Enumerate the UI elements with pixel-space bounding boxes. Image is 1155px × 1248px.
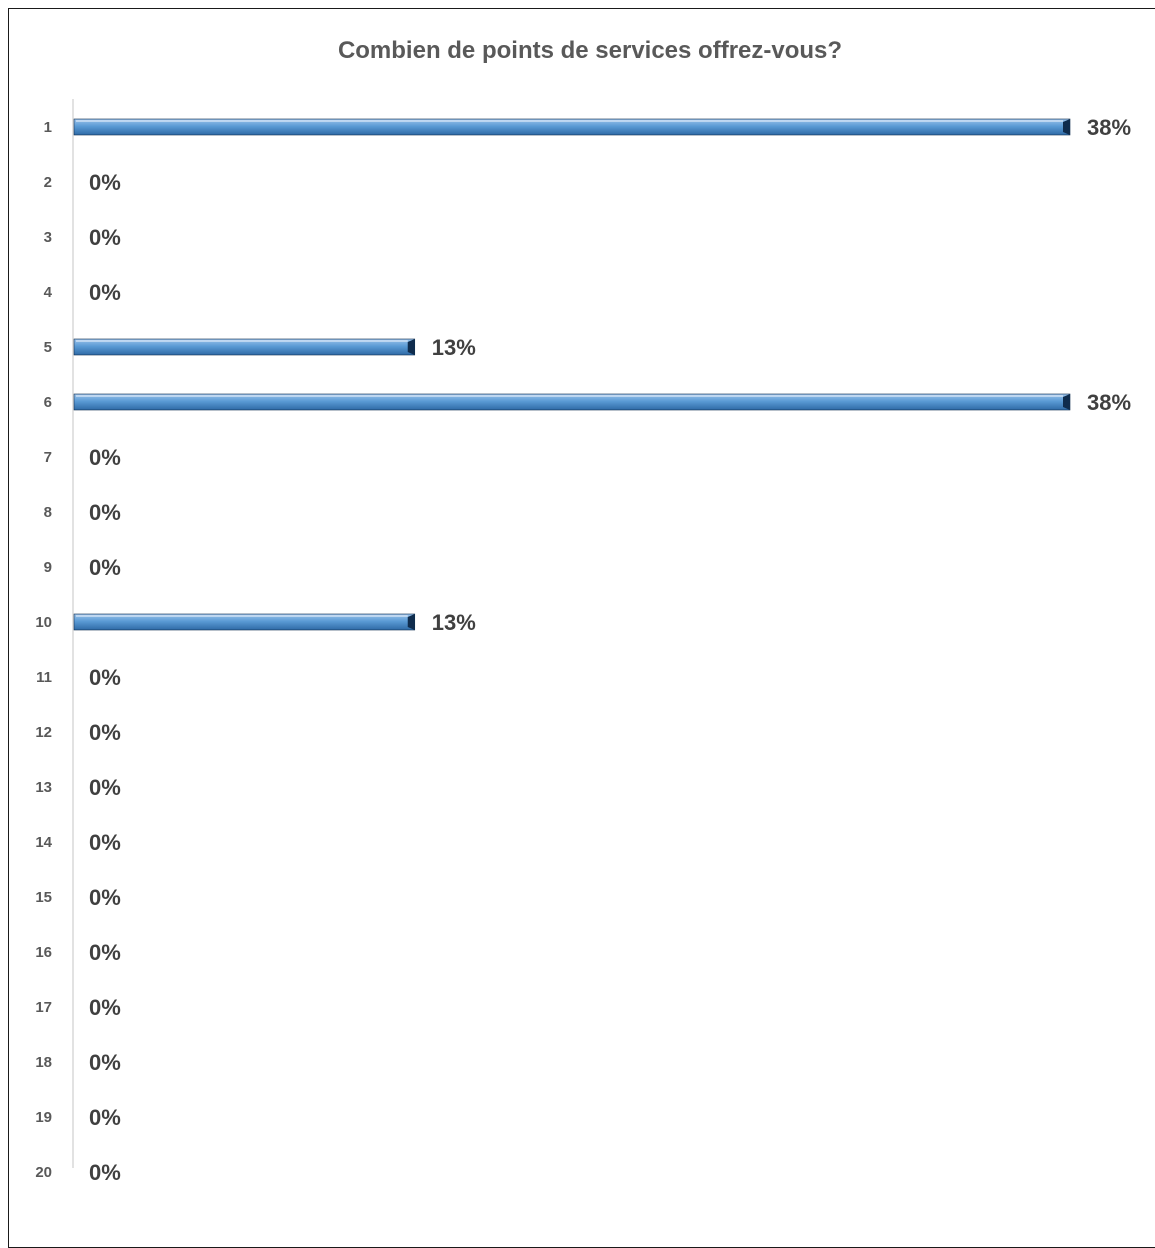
data-label: 0% bbox=[89, 775, 121, 800]
category-tick-label: 20 bbox=[35, 1164, 52, 1181]
data-label: 0% bbox=[89, 1160, 121, 1185]
data-label: 13% bbox=[432, 610, 476, 635]
data-label: 0% bbox=[89, 555, 121, 580]
data-label: 0% bbox=[89, 280, 121, 305]
category-tick-label: 8 bbox=[44, 504, 52, 521]
bar bbox=[73, 613, 416, 631]
bar bbox=[73, 118, 1071, 136]
category-tick-label: 9 bbox=[44, 559, 52, 576]
category-tick-label: 10 bbox=[35, 614, 52, 631]
category-tick-label: 7 bbox=[44, 449, 52, 466]
category-tick-label: 16 bbox=[35, 944, 52, 961]
data-label: 0% bbox=[89, 830, 121, 855]
category-tick-label: 13 bbox=[35, 779, 52, 796]
data-label: 0% bbox=[89, 445, 121, 470]
data-label: 0% bbox=[89, 1050, 121, 1075]
plot-area: 1 38% 2 0% 3 0% 4 0% 5 13% 6 38% 7 0% 8 0% 9 0% 10 13% 11 0% 1… bbox=[35, 99, 1131, 1185]
data-label: 0% bbox=[89, 500, 121, 525]
category-tick-label: 2 bbox=[44, 174, 52, 191]
data-label: 0% bbox=[89, 225, 121, 250]
data-label: 0% bbox=[89, 940, 121, 965]
bar-end-cap bbox=[1063, 394, 1070, 410]
data-label: 38% bbox=[1087, 115, 1131, 140]
category-tick-label: 6 bbox=[44, 394, 52, 411]
category-tick-label: 15 bbox=[35, 889, 52, 906]
data-label: 0% bbox=[89, 720, 121, 745]
data-label: 0% bbox=[89, 1105, 121, 1130]
bar-end-cap bbox=[407, 339, 415, 355]
data-label: 13% bbox=[432, 335, 476, 360]
bar-end-cap bbox=[1063, 119, 1070, 135]
data-label: 38% bbox=[1087, 390, 1131, 415]
bar bbox=[73, 393, 1071, 411]
category-tick-label: 17 bbox=[35, 999, 52, 1016]
category-tick-label: 14 bbox=[35, 834, 52, 851]
chart-title: Combien de points de services offrez-vou… bbox=[338, 37, 842, 64]
bar bbox=[73, 338, 416, 356]
category-tick-label: 18 bbox=[35, 1054, 52, 1071]
category-tick-label: 19 bbox=[35, 1109, 52, 1126]
category-tick-label: 5 bbox=[44, 339, 52, 356]
category-tick-label: 1 bbox=[44, 119, 52, 136]
data-label: 0% bbox=[89, 170, 121, 195]
bar-chart: Combien de points de services offrez-vou… bbox=[35, 37, 1131, 1185]
category-tick-label: 3 bbox=[44, 229, 52, 246]
bar-end-cap bbox=[407, 614, 415, 630]
category-tick-label: 4 bbox=[44, 284, 53, 301]
data-label: 0% bbox=[89, 995, 121, 1020]
data-label: 0% bbox=[89, 885, 121, 910]
category-tick-label: 12 bbox=[35, 724, 52, 741]
category-tick-label: 11 bbox=[36, 669, 52, 686]
data-label: 0% bbox=[89, 665, 121, 690]
